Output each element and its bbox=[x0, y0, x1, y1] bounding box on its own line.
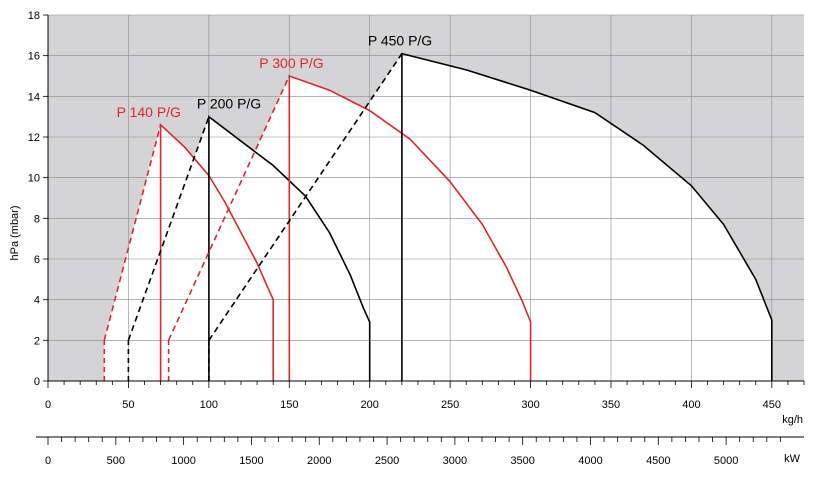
envelope-1 bbox=[159, 122, 275, 381]
x-tick-label: 450 bbox=[763, 399, 781, 411]
x-tick-label: 200 bbox=[361, 399, 379, 411]
x-tick-label: 400 bbox=[682, 399, 700, 411]
kw-tick-label: 3500 bbox=[510, 455, 534, 467]
ignition-line-1 bbox=[103, 124, 162, 341]
y-tick-label: 18 bbox=[28, 10, 40, 22]
kw-axis-unit: kW bbox=[784, 453, 801, 465]
x-tick-labels: 0 50 100 150 200 250 300 350 400 450 bbox=[45, 399, 781, 411]
x-tick-label: 350 bbox=[602, 399, 620, 411]
working-field-4 bbox=[208, 53, 772, 381]
y-tick-label: 2 bbox=[34, 335, 40, 347]
y-axis-label: hPa (mbar) bbox=[9, 205, 21, 260]
x-tick-label: 0 bbox=[45, 399, 51, 411]
kw-tick-label: 1500 bbox=[239, 455, 263, 467]
kw-tick-label: 3000 bbox=[443, 455, 467, 467]
y-tick-label: 16 bbox=[28, 51, 40, 63]
envelope-2 bbox=[208, 115, 371, 381]
y-tick-label: 10 bbox=[28, 173, 40, 185]
x-tick-label: 100 bbox=[200, 399, 218, 411]
series-label-3: P 300 P/G bbox=[259, 55, 323, 71]
x-tick-label: 300 bbox=[521, 399, 539, 411]
kw-tick-label: 0 bbox=[45, 455, 51, 467]
series-label-2: P 200 P/G bbox=[197, 96, 261, 112]
ignition-line-3 bbox=[167, 75, 291, 341]
x-axis-unit: kg/h bbox=[782, 414, 803, 426]
y-tick-label: 0 bbox=[34, 376, 40, 388]
x-tick-label: 50 bbox=[122, 399, 134, 411]
kw-tick-label: 4500 bbox=[646, 455, 670, 467]
curve-labels: P 140 P/G P 200 P/G P 300 P/G P 450 P/G bbox=[117, 33, 433, 120]
x-tick-label: 150 bbox=[280, 399, 298, 411]
axes bbox=[43, 14, 805, 388]
y-tick-label: 6 bbox=[34, 254, 40, 266]
envelope-3 bbox=[288, 74, 532, 381]
series-label-1: P 140 P/G bbox=[117, 104, 181, 120]
kw-tick-label: 5000 bbox=[714, 455, 738, 467]
x-tick-label: 250 bbox=[441, 399, 459, 411]
series-label-4: P 450 P/G bbox=[368, 33, 432, 49]
curve-lines bbox=[103, 52, 773, 381]
y-tick-label: 4 bbox=[34, 295, 40, 307]
y-tick-labels: 0 2 4 6 8 10 12 14 16 18 bbox=[28, 10, 40, 388]
ignition-line-4 bbox=[208, 53, 403, 341]
y-tick-label: 14 bbox=[28, 91, 40, 103]
kw-tick-labels: 0 500 1000 1500 2000 2500 3000 3500 4000 4500 5000 bbox=[36, 436, 804, 467]
kw-tick-label: 2000 bbox=[307, 455, 331, 467]
kw-tick-label: 1000 bbox=[171, 455, 195, 467]
y-tick-label: 8 bbox=[34, 213, 40, 225]
kw-tick-label: 500 bbox=[107, 455, 125, 467]
y-tick-label: 12 bbox=[28, 132, 40, 144]
kw-tick-label: 2500 bbox=[375, 455, 399, 467]
kw-tick-label: 4000 bbox=[578, 455, 602, 467]
envelope-4 bbox=[401, 52, 773, 381]
